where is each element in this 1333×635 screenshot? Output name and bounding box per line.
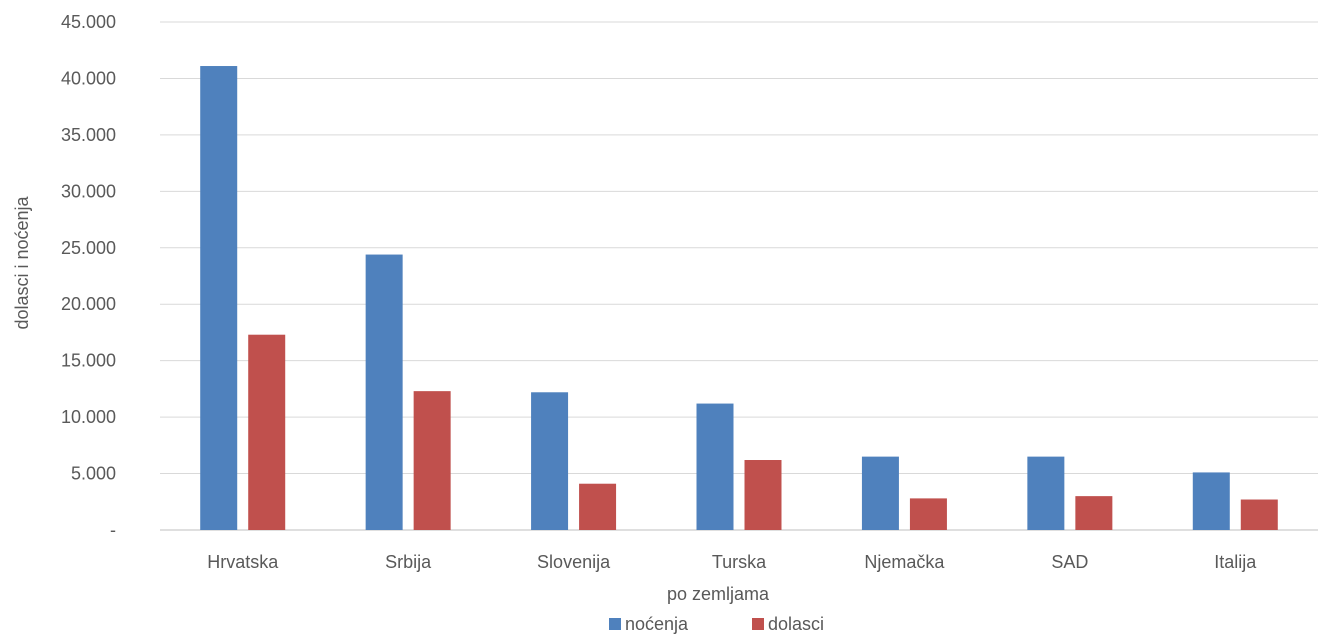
bar-nocenja: [1027, 456, 1065, 530]
y-tick-label: 35.000: [61, 125, 116, 145]
y-tick-label: 5.000: [71, 464, 116, 484]
y-tick-label: 10.000: [61, 407, 116, 427]
legend-swatch: [609, 618, 621, 630]
x-tick-label: Srbija: [385, 552, 432, 572]
x-axis-ticks: Hrvatska Srbija Slovenija Turska Njemačka SAD…: [207, 552, 1257, 572]
x-tick-label: SAD: [1051, 552, 1088, 572]
bar-dolasci: [413, 391, 451, 530]
bar-nocenja: [1192, 472, 1230, 530]
bar-dolasci: [744, 460, 782, 530]
bar-nocenja: [200, 66, 238, 530]
x-tick-label: Hrvatska: [207, 552, 279, 572]
y-axis-title: dolasci i noćenja: [12, 195, 32, 329]
legend: noćenja dolasci: [609, 614, 824, 634]
bar-dolasci: [1240, 499, 1278, 530]
bar-dolasci: [248, 334, 286, 530]
legend-label: dolasci: [768, 614, 824, 634]
bar-nocenja: [696, 403, 734, 530]
y-tick-label: 40.000: [61, 68, 116, 88]
y-tick-label: 30.000: [61, 181, 116, 201]
bar-nocenja: [861, 456, 899, 530]
x-tick-label: Turska: [712, 552, 767, 572]
y-tick-label: 45.000: [61, 12, 116, 32]
bar-nocenja: [531, 392, 569, 530]
bar-dolasci: [909, 498, 947, 530]
y-tick-label: 25.000: [61, 238, 116, 258]
bar-dolasci: [579, 483, 617, 530]
bar-nocenja: [365, 254, 403, 530]
x-tick-label: Italija: [1214, 552, 1257, 572]
bar-dolasci: [1075, 496, 1113, 530]
x-axis-title: po zemljama: [667, 584, 770, 604]
legend-label: noćenja: [625, 614, 689, 634]
y-tick-label: 20.000: [61, 294, 116, 314]
y-tick-label: 15.000: [61, 351, 116, 371]
x-tick-label: Njemačka: [864, 552, 945, 572]
gridlines: [160, 21, 1318, 531]
x-tick-label: Slovenija: [537, 552, 611, 572]
bars: [200, 66, 1278, 530]
y-tick-label: -: [110, 520, 116, 540]
legend-swatch: [752, 618, 764, 630]
y-axis-ticks: - 5.000 10.000 15.000 20.000 25.000 30.000 35.0…: [61, 12, 116, 540]
